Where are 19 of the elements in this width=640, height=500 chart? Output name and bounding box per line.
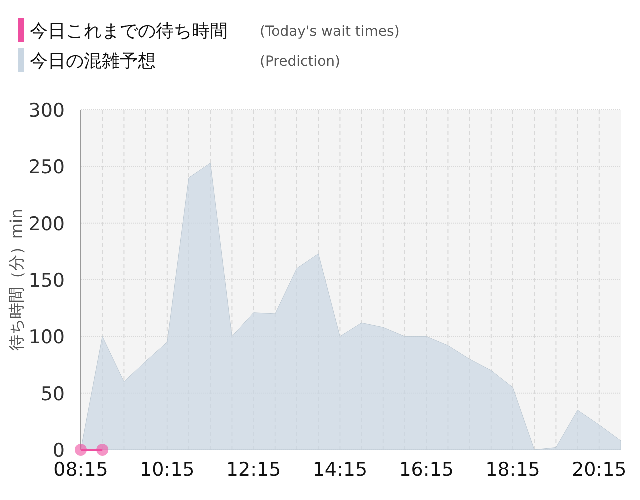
x-tick-label: 14:15 xyxy=(312,459,368,481)
y-tick-label: 50 xyxy=(40,383,65,406)
x-tick-label: 18:15 xyxy=(486,459,540,481)
x-tick-label: 12:15 xyxy=(226,459,282,481)
y-tick-label: 0 xyxy=(52,440,65,462)
y-axis-title: 待ち時間（分）min xyxy=(7,208,26,352)
text: (Prediction) xyxy=(260,54,340,70)
x-tick-label: 08:15 xyxy=(54,459,108,481)
y-tick-label: 100 xyxy=(28,326,65,349)
x-tick-label: 20:15 xyxy=(572,459,627,481)
y-tick-label: 300 xyxy=(28,100,65,122)
text: (Today's wait times) xyxy=(260,24,400,40)
legend-label: 今日これまでの待ち時間 xyxy=(30,21,228,42)
y-tick-label: 150 xyxy=(28,270,65,292)
x-tick-label: 10:15 xyxy=(140,459,195,481)
legend-label: 今日の混雑予想 xyxy=(30,51,156,72)
y-tick-label: 250 xyxy=(28,156,65,179)
x-tick-label: 16:15 xyxy=(399,459,454,481)
y-tick-label: 200 xyxy=(28,213,65,236)
